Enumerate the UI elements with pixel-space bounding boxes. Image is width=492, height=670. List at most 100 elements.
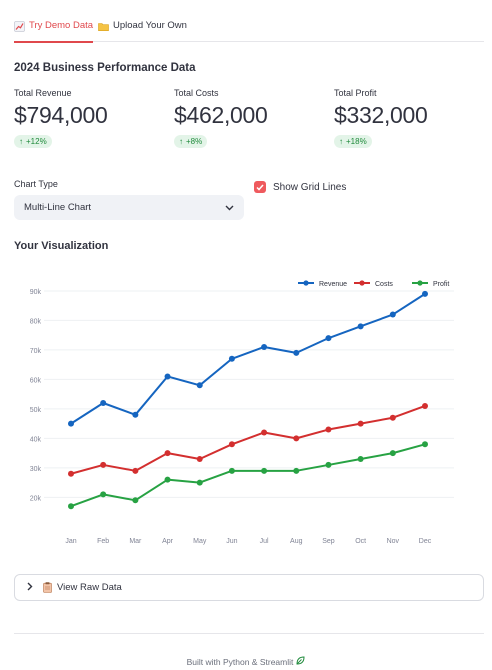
legend-marker — [359, 280, 365, 286]
series-line — [70, 293, 426, 425]
legend-item-costs[interactable]: Costs — [354, 280, 393, 288]
chart-type-select[interactable]: Multi-Line Chart — [14, 195, 244, 220]
series-line — [70, 405, 426, 475]
data-point[interactable] — [325, 426, 332, 433]
metric-value: $332,000 — [334, 102, 428, 128]
data-point[interactable] — [100, 491, 107, 498]
data-point[interactable] — [164, 373, 171, 380]
data-point[interactable] — [357, 323, 364, 330]
y-tick-label: 80k — [30, 318, 42, 325]
y-axis: 20k 30k 40k 50k 60k 70k 80k 90k — [30, 289, 42, 502]
tab-try-demo-data[interactable]: Try Demo Data — [14, 20, 94, 43]
x-tick-label: Dec — [419, 538, 432, 545]
data-point[interactable] — [357, 420, 364, 427]
x-tick-label: Jul — [260, 538, 269, 545]
show-grid-lines-checkbox[interactable]: Show Grid Lines — [254, 181, 346, 193]
metric-delta-badge: ↑ +12% — [14, 135, 52, 148]
y-tick-label: 50k — [30, 407, 42, 414]
metric-value: $462,000 — [174, 102, 268, 128]
data-point[interactable] — [389, 311, 396, 318]
data-point[interactable] — [164, 476, 171, 483]
data-point[interactable] — [293, 467, 300, 474]
x-tick-label: Feb — [97, 538, 109, 545]
data-point[interactable] — [68, 503, 74, 510]
x-tick-label: Jan — [65, 538, 76, 545]
show-grid-lines-label: Show Grid Lines — [273, 181, 347, 193]
y-tick-label: 40k — [30, 436, 42, 443]
series-costs — [68, 402, 428, 477]
tab-label: Upload Your Own — [113, 20, 187, 31]
metric-total-costs: Total Costs $462,000 ↑ +8% — [174, 88, 324, 149]
chart-increasing-icon — [14, 21, 25, 32]
arrow-up-icon: ↑ — [19, 137, 23, 146]
data-point[interactable] — [196, 479, 203, 486]
y-tick-label: 70k — [30, 348, 42, 355]
data-point[interactable] — [261, 467, 268, 474]
data-point[interactable] — [422, 441, 428, 448]
series-profit — [68, 441, 428, 510]
tab-bar: Try Demo Data Upload Your Own — [14, 0, 484, 43]
data-point[interactable] — [228, 467, 235, 474]
footer-divider — [14, 633, 484, 634]
data-point[interactable] — [325, 335, 332, 342]
data-point[interactable] — [293, 349, 300, 356]
x-tick-label: Nov — [387, 538, 400, 545]
footer-text: Built with Python & Streamlit — [186, 657, 294, 667]
data-point[interactable] — [132, 467, 139, 474]
visualization-title: Your Visualization — [14, 240, 109, 252]
x-tick-label: Aug — [290, 538, 303, 545]
data-point[interactable] — [68, 420, 74, 427]
tab-upload-your-own[interactable]: Upload Your Own — [98, 20, 187, 42]
data-point[interactable] — [261, 429, 268, 436]
streamlit-icon — [296, 656, 305, 667]
view-raw-data-expander[interactable]: View Raw Data — [14, 574, 484, 601]
section-title: 2024 Business Performance Data — [14, 62, 196, 74]
data-point[interactable] — [325, 461, 332, 468]
chevron-right-icon — [27, 582, 33, 593]
data-point[interactable] — [293, 435, 300, 442]
legend-item-revenue[interactable]: Revenue — [298, 280, 347, 288]
data-point[interactable] — [100, 461, 107, 468]
data-point[interactable] — [228, 355, 235, 362]
y-tick-label: 90k — [30, 289, 42, 296]
legend-marker — [303, 280, 309, 286]
multi-line-chart: 20k 30k 40k 50k 60k 70k 80k 90k Jan Feb Mar Apr May… — [30, 280, 454, 545]
expander-label: View Raw Data — [57, 582, 122, 593]
x-tick-label: May — [193, 538, 207, 545]
data-point[interactable] — [422, 290, 428, 297]
legend-marker — [417, 280, 423, 286]
data-point[interactable] — [132, 497, 139, 504]
x-tick-label: Mar — [129, 538, 142, 545]
data-point[interactable] — [228, 441, 235, 448]
data-point[interactable] — [261, 343, 268, 350]
legend-label: Costs — [375, 281, 393, 288]
data-point[interactable] — [389, 414, 396, 421]
legend-item-profit[interactable]: Profit — [412, 280, 449, 288]
y-tick-label: 20k — [30, 495, 42, 502]
data-point[interactable] — [100, 400, 107, 406]
data-point[interactable] — [132, 411, 139, 418]
data-point[interactable] — [389, 450, 396, 457]
x-tick-label: Jun — [226, 538, 237, 545]
series-line — [70, 443, 426, 508]
tab-label: Try Demo Data — [29, 20, 94, 31]
data-point[interactable] — [164, 450, 171, 457]
metric-total-revenue: Total Revenue $794,000 ↑ +12% — [14, 88, 164, 149]
data-point[interactable] — [422, 402, 428, 409]
chart-type-selected-value: Multi-Line Chart — [24, 202, 92, 213]
data-point[interactable] — [196, 456, 203, 463]
data-point[interactable] — [196, 382, 203, 389]
data-point[interactable] — [68, 470, 74, 477]
data-point[interactable] — [357, 456, 364, 463]
x-tick-label: Sep — [322, 538, 335, 545]
x-axis: Jan Feb Mar Apr May Jun Jul Aug Sep Oct Nov Dec — [65, 538, 431, 545]
series — [68, 290, 428, 510]
metric-delta-badge: ↑ +8% — [174, 135, 208, 148]
x-tick-label: Apr — [162, 538, 174, 545]
metric-delta: +8% — [186, 137, 203, 146]
arrow-up-icon: ↑ — [179, 137, 183, 146]
legend-label: Revenue — [319, 281, 347, 288]
clipboard-icon — [43, 582, 52, 593]
metric-delta: +18% — [346, 137, 367, 146]
checkmark-icon — [254, 181, 266, 193]
